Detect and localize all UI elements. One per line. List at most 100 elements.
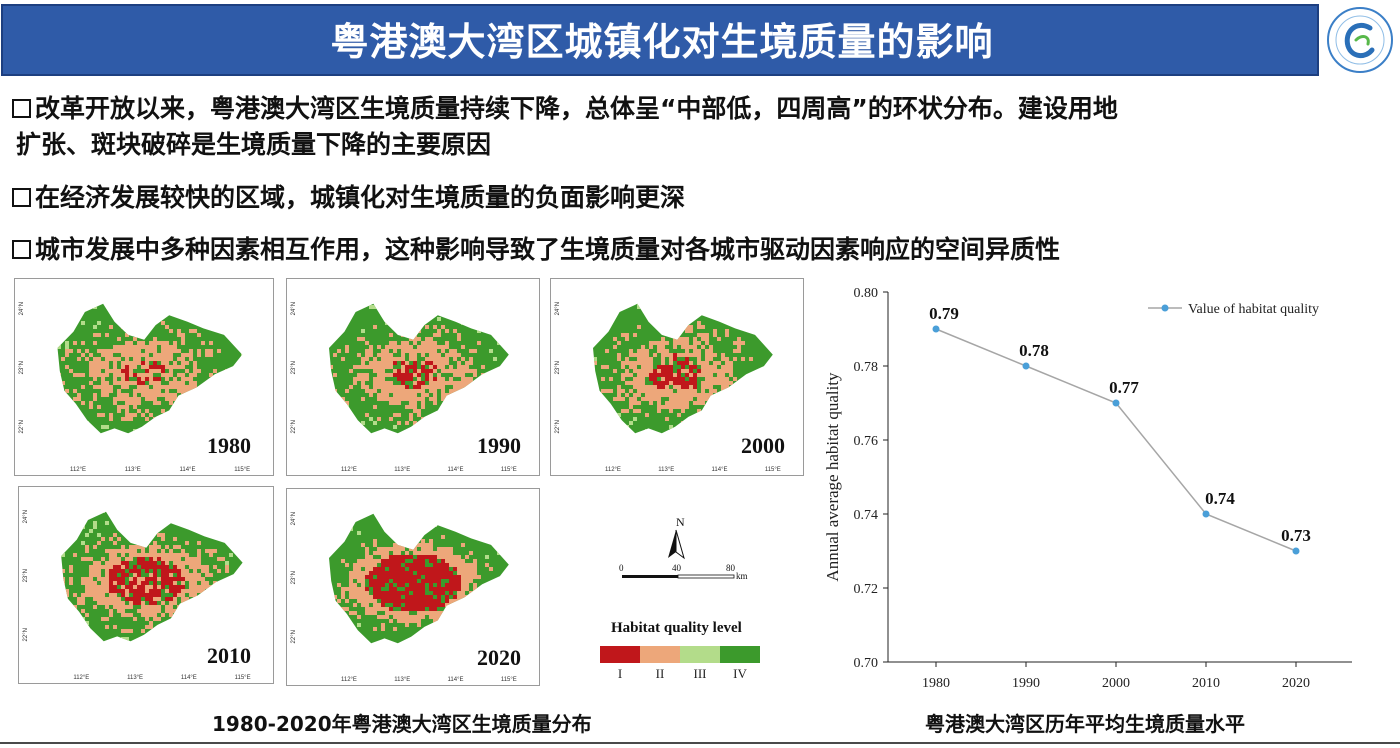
- checkbox-square-icon: [12, 240, 31, 259]
- scale-unit: km: [736, 571, 748, 581]
- longitude-tick-label: 114°E: [448, 677, 464, 683]
- scale-bar: 0 40 80 km: [619, 563, 748, 581]
- bullet-1-line-1: 改革开放以来，粤港澳大湾区生境质量持续下降，总体呈“中部低，四周高”的环状分布。…: [35, 94, 1118, 123]
- latitude-tick-label: 24°N: [555, 302, 561, 315]
- bullet-3: 城市发展中多种因素相互作用，这种影响导致了生境质量对各城市驱动因素响应的空间异质…: [12, 231, 1060, 269]
- habitat-map-panel: 112°E 113°E 114°E 115°E 24°N 23°N 22°N 2000: [550, 278, 804, 476]
- data-label: 0.78: [1019, 341, 1049, 360]
- legend-series-name: Value of habitat quality: [1188, 302, 1319, 317]
- latitude-tick-label: 22°N: [19, 420, 25, 433]
- legend-label: IV: [733, 666, 747, 681]
- habitat-map-panel: 112°E 113°E 114°E 115°E 24°N 23°N 22°N 2010: [18, 486, 274, 684]
- y-tick-label: 0.74: [854, 508, 879, 523]
- y-axis-title: Annual average habitat quality: [823, 372, 842, 582]
- maps-caption: 1980-2020年粤港澳大湾区生境质量分布: [212, 712, 592, 736]
- y-tick-label: 0.80: [854, 286, 879, 301]
- latitude-tick-label: 24°N: [23, 510, 29, 523]
- latitude-tick-label: 23°N: [19, 361, 25, 374]
- habitat-quality-line-chart: 0.70 0.72 0.74 0.76 0.78 0.80 1980 1990 2000 2010…: [823, 286, 1352, 691]
- legend-title: Habitat quality level: [611, 620, 742, 636]
- bullet-1: 改革开放以来，粤港澳大湾区生境质量持续下降，总体呈“中部低，四周高”的环状分布。…: [12, 90, 1118, 128]
- longitude-tick-label: 115°E: [765, 467, 781, 473]
- habitat-map: 112°E 113°E 114°E 115°E 24°N 23°N 22°N: [19, 302, 250, 473]
- data-label: 0.74: [1205, 489, 1235, 508]
- y-tick-label: 0.72: [854, 582, 879, 597]
- bullet-2-text: 在经济发展较快的区域，城镇化对生境质量的负面影响更深: [35, 183, 686, 212]
- longitude-tick-label: 114°E: [181, 675, 197, 681]
- longitude-tick-label: 113°E: [394, 467, 410, 473]
- latitude-tick-label: 24°N: [19, 302, 25, 315]
- longitude-tick-label: 113°E: [127, 675, 143, 681]
- x-tick-label: 2010: [1192, 676, 1220, 691]
- longitude-tick-label: 115°E: [234, 467, 250, 473]
- data-label: 0.79: [929, 304, 959, 323]
- data-point: [932, 325, 940, 333]
- longitude-tick-label: 115°E: [501, 467, 517, 473]
- page-title: 粤港澳大湾区城镇化对生境质量的影响: [330, 20, 994, 64]
- longitude-tick-label: 112°E: [73, 675, 89, 681]
- habitat-map-panel: 112°E 113°E 114°E 115°E 24°N 23°N 22°N 1980: [14, 278, 274, 476]
- x-tick-label: 2000: [1102, 676, 1130, 691]
- latitude-tick-label: 24°N: [291, 302, 297, 315]
- institution-logo-icon: [1327, 7, 1393, 73]
- longitude-tick-label: 114°E: [712, 467, 728, 473]
- bullet-2: 在经济发展较快的区域，城镇化对生境质量的负面影响更深: [12, 179, 685, 217]
- north-label: N: [676, 515, 685, 529]
- scale-label-80: 80: [726, 563, 736, 573]
- latitude-tick-label: 22°N: [555, 420, 561, 433]
- habitat-map-panel: 112°E 113°E 114°E 115°E 24°N 23°N 22°N 1990: [286, 278, 540, 476]
- longitude-tick-label: 113°E: [658, 467, 674, 473]
- legend-label: III: [693, 666, 707, 681]
- longitude-tick-label: 115°E: [235, 675, 251, 681]
- habitat-map: 112°E 113°E 114°E 115°E 24°N 23°N 22°N: [555, 302, 781, 473]
- scale-label-0: 0: [619, 563, 624, 573]
- bullet-1-line-2: 扩张、斑块破碎是生境质量下降的主要原因: [16, 130, 492, 159]
- latitude-tick-label: 22°N: [291, 420, 297, 433]
- x-tick-label: 1990: [1012, 676, 1040, 691]
- bullet-1-continued: 扩张、斑块破碎是生境质量下降的主要原因: [16, 126, 491, 164]
- bottom-divider: [0, 742, 1400, 744]
- legend-swatch: [720, 646, 760, 663]
- north-arrow-and-scale-bar: N 0 40 80 km: [619, 515, 748, 581]
- latitude-tick-label: 22°N: [291, 630, 297, 643]
- y-tick-label: 0.76: [854, 434, 879, 449]
- scale-label-40: 40: [672, 563, 682, 573]
- legend-swatch: [640, 646, 680, 663]
- longitude-tick-label: 113°E: [125, 467, 141, 473]
- latitude-tick-label: 23°N: [291, 571, 297, 584]
- legend-label: II: [655, 666, 665, 681]
- latitude-tick-label: 23°N: [555, 361, 561, 374]
- longitude-tick-label: 114°E: [179, 467, 195, 473]
- latitude-tick-label: 22°N: [23, 628, 29, 641]
- y-tick-label: 0.70: [854, 656, 879, 671]
- longitude-tick-label: 112°E: [605, 467, 621, 473]
- y-tick-label: 0.78: [854, 360, 879, 375]
- habitat-map-panel: 112°E 113°E 114°E 115°E 24°N 23°N 22°N 2020: [286, 488, 540, 686]
- longitude-tick-label: 112°E: [341, 677, 357, 683]
- longitude-tick-label: 115°E: [501, 677, 517, 683]
- latitude-tick-label: 24°N: [291, 512, 297, 525]
- x-tick-label: 2020: [1282, 676, 1310, 691]
- chart-caption: 粤港澳大湾区历年平均生境质量水平: [925, 712, 1245, 736]
- data-label: 0.77: [1109, 378, 1139, 397]
- habitat-map: 112°E 113°E 114°E 115°E 24°N 23°N 22°N: [23, 510, 251, 681]
- map-year-label: 2010: [207, 643, 251, 668]
- map-year-label: 2000: [741, 433, 785, 458]
- map-year-label: 1980: [207, 433, 251, 458]
- x-tick-label: 1980: [922, 676, 950, 691]
- north-arrow-icon: [668, 529, 685, 560]
- legend-label: I: [617, 666, 623, 681]
- longitude-tick-label: 112°E: [70, 467, 86, 473]
- longitude-tick-label: 112°E: [341, 467, 357, 473]
- map-year-label: 1990: [477, 433, 521, 458]
- legend-marker: [1161, 304, 1169, 312]
- checkbox-square-icon: [12, 188, 31, 207]
- map-year-label: 2020: [477, 645, 521, 670]
- legend-swatch: [680, 646, 720, 663]
- data-point: [1292, 547, 1300, 555]
- longitude-tick-label: 114°E: [448, 467, 464, 473]
- habitat-map: 112°E 113°E 114°E 115°E 24°N 23°N 22°N: [291, 512, 517, 683]
- habitat-map: 112°E 113°E 114°E 115°E 24°N 23°N 22°N: [291, 302, 517, 473]
- bullet-3-text: 城市发展中多种因素相互作用，这种影响导致了生境质量对各城市驱动因素响应的空间异质…: [35, 235, 1061, 264]
- title-banner: 粤港澳大湾区城镇化对生境质量的影响: [1, 4, 1319, 76]
